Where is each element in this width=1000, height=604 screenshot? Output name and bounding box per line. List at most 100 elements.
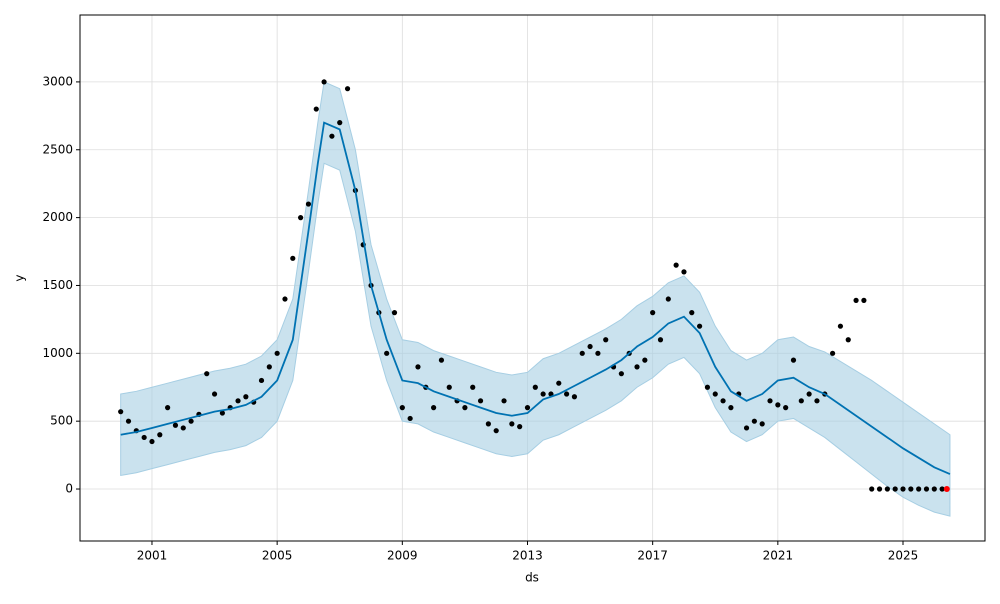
observed-point bbox=[767, 398, 773, 404]
observed-point bbox=[704, 384, 711, 390]
observed-point bbox=[501, 398, 507, 404]
observed-point bbox=[204, 371, 210, 377]
observed-point bbox=[313, 106, 319, 112]
observed-point bbox=[916, 486, 922, 492]
observed-point bbox=[431, 405, 437, 411]
observed-point bbox=[650, 310, 656, 316]
uncertainty-band bbox=[120, 81, 951, 517]
observed-point bbox=[634, 364, 640, 370]
x-tick-label: 2013 bbox=[512, 549, 543, 563]
observed-point bbox=[884, 486, 890, 492]
observed-point bbox=[290, 255, 296, 261]
y-tick-label: 3000 bbox=[42, 74, 73, 88]
observed-point bbox=[509, 421, 515, 427]
observed-point bbox=[517, 423, 523, 430]
observed-point bbox=[141, 434, 147, 441]
observed-point bbox=[790, 357, 797, 363]
observed-point bbox=[743, 425, 750, 431]
observed-point bbox=[446, 384, 452, 390]
observed-point bbox=[180, 425, 186, 431]
observed-point bbox=[391, 310, 398, 316]
observed-point bbox=[165, 405, 171, 411]
plot-frame bbox=[79, 14, 986, 542]
x-tick-label: 2009 bbox=[387, 549, 418, 563]
observed-point bbox=[587, 343, 593, 350]
observed-point bbox=[845, 337, 851, 343]
observed-point bbox=[556, 380, 562, 386]
observed-point bbox=[477, 398, 484, 404]
observed-point bbox=[931, 486, 937, 492]
observed-point bbox=[798, 398, 804, 404]
x-tick-label: 2017 bbox=[637, 549, 668, 563]
observed-point bbox=[853, 297, 859, 303]
observed-point bbox=[775, 402, 781, 408]
y-tick-label: 1000 bbox=[42, 346, 73, 360]
observed-point bbox=[172, 422, 179, 428]
observed-point bbox=[892, 486, 898, 492]
observed-point bbox=[806, 391, 812, 397]
observed-point bbox=[642, 357, 648, 363]
observed-point bbox=[235, 398, 241, 404]
observed-point bbox=[305, 201, 312, 207]
observed-point bbox=[266, 364, 272, 370]
observed-point bbox=[188, 418, 194, 424]
observed-point bbox=[579, 350, 585, 356]
observed-point bbox=[493, 428, 499, 434]
observed-point bbox=[149, 438, 155, 445]
observed-point bbox=[720, 398, 726, 404]
observed-point bbox=[900, 486, 906, 492]
observed-point bbox=[681, 269, 687, 275]
observed-point bbox=[157, 432, 163, 438]
y-tick-label: 1500 bbox=[42, 278, 73, 292]
observed-point bbox=[571, 394, 578, 400]
x-tick-label: 2021 bbox=[763, 549, 794, 563]
observed-point bbox=[876, 486, 883, 492]
x-tick-label: 2025 bbox=[888, 549, 919, 563]
observed-point bbox=[908, 486, 914, 492]
observed-point bbox=[524, 405, 531, 411]
observed-point bbox=[939, 486, 945, 492]
observed-point bbox=[407, 415, 413, 422]
observed-point bbox=[673, 262, 679, 268]
observed-point bbox=[485, 421, 491, 427]
observed-point bbox=[219, 410, 225, 416]
x-tick-label: 2001 bbox=[137, 549, 168, 563]
y-tick-label: 500 bbox=[50, 414, 73, 428]
observed-point bbox=[814, 398, 820, 404]
observed-point bbox=[438, 357, 445, 363]
y-tick-label: 0 bbox=[65, 482, 73, 496]
observed-point bbox=[211, 391, 218, 397]
observed-point bbox=[830, 350, 836, 356]
observed-point bbox=[861, 297, 867, 303]
observed-point bbox=[603, 337, 609, 343]
forecast-line bbox=[120, 121, 951, 475]
observed-point bbox=[665, 296, 671, 302]
observed-point bbox=[462, 405, 468, 411]
observed-point bbox=[384, 350, 390, 356]
observed-point bbox=[470, 384, 476, 390]
observed-point bbox=[923, 486, 930, 492]
observed-point bbox=[399, 405, 405, 411]
observed-point bbox=[243, 394, 249, 400]
observed-point bbox=[783, 405, 789, 411]
observed-point bbox=[329, 133, 335, 139]
y-tick-label: 2000 bbox=[42, 210, 73, 224]
y-tick-label: 2500 bbox=[42, 142, 73, 156]
y-axis-label: y bbox=[13, 274, 27, 281]
observed-point bbox=[548, 391, 554, 397]
observed-point bbox=[728, 405, 734, 411]
observed-point bbox=[837, 323, 844, 329]
observed-point bbox=[689, 310, 695, 316]
observed-point bbox=[337, 120, 343, 126]
observed-point bbox=[125, 418, 132, 424]
observed-point bbox=[258, 377, 265, 384]
observed-point bbox=[321, 79, 327, 85]
observed-point bbox=[274, 350, 280, 356]
observed-point bbox=[298, 215, 304, 221]
observed-point bbox=[564, 391, 570, 397]
observed-point bbox=[595, 350, 601, 356]
observed-point bbox=[540, 391, 546, 397]
x-tick-label: 2005 bbox=[262, 549, 293, 563]
